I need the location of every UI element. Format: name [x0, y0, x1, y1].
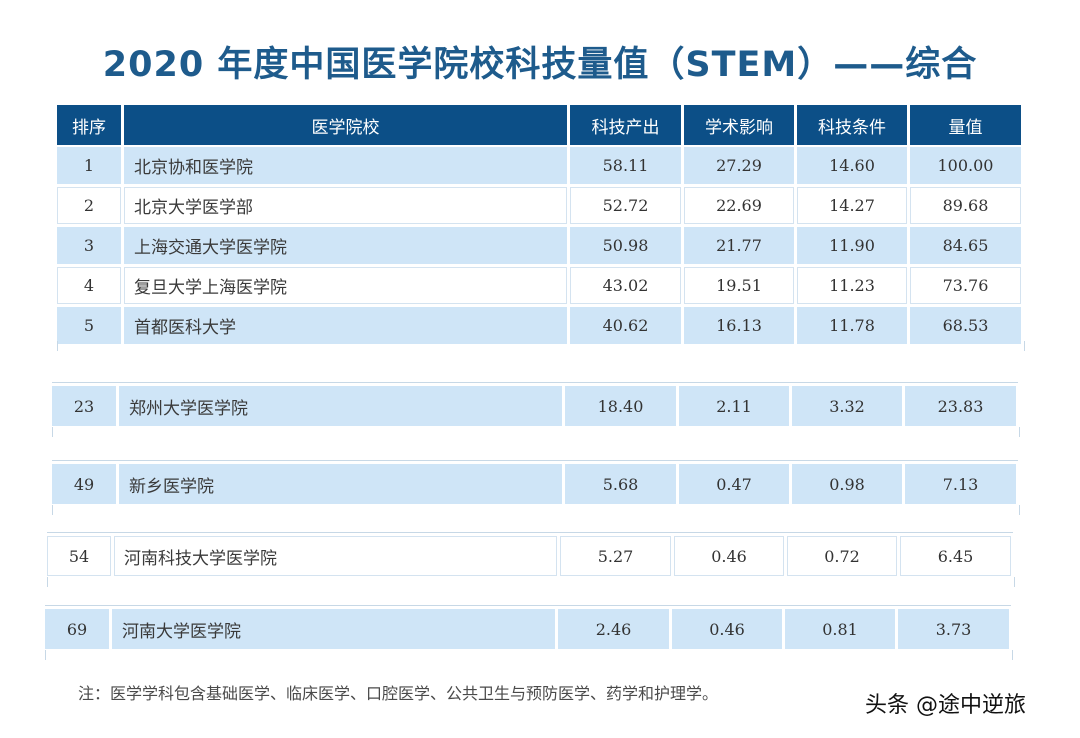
- column-header-output: 科技产出: [570, 105, 681, 145]
- conditions-cell: 0.98: [792, 464, 902, 504]
- output-cell: 52.72: [570, 187, 681, 224]
- rank-cell: 54: [47, 536, 111, 576]
- table-row: 49 新乡医学院 5.68 0.47 0.98 7.13: [52, 464, 1018, 504]
- school-cell: 河南科技大学医学院: [114, 536, 557, 576]
- impact-cell: 27.29: [684, 147, 794, 184]
- impact-cell: 22.69: [684, 187, 794, 224]
- conditions-cell: 14.27: [797, 187, 907, 224]
- output-cell: 18.40: [565, 386, 676, 426]
- conditions-cell: 14.60: [797, 147, 907, 184]
- impact-cell: 16.13: [684, 307, 794, 344]
- divider: [47, 532, 1013, 541]
- impact-cell: 0.46: [672, 609, 782, 649]
- table-header: 排序 医学院校 科技产出 学术影响 科技条件 量值: [57, 105, 1023, 145]
- value-cell: 89.68: [910, 187, 1021, 224]
- table-fragment: 54 河南科技大学医学院 5.27 0.46 0.72 6.45: [47, 536, 1013, 576]
- value-cell: 100.00: [910, 147, 1021, 184]
- value-cell: 73.76: [910, 267, 1021, 304]
- output-cell: 43.02: [570, 267, 681, 304]
- table-fragment: 49 新乡医学院 5.68 0.47 0.98 7.13: [52, 464, 1018, 504]
- impact-cell: 0.46: [674, 536, 784, 576]
- divider: [45, 605, 1011, 614]
- watermark: 头条 @途中逆旅: [865, 693, 1026, 718]
- output-cell: 5.68: [565, 464, 676, 504]
- rank-cell: 2: [57, 187, 121, 224]
- rank-cell: 23: [52, 386, 116, 426]
- table-edge: [57, 341, 1025, 351]
- rank-cell: 1: [57, 147, 121, 184]
- school-cell: 北京协和医学院: [124, 147, 567, 184]
- rank-cell: 5: [57, 307, 121, 344]
- value-cell: 6.45: [900, 536, 1011, 576]
- output-cell: 50.98: [570, 227, 681, 264]
- school-cell: 复旦大学上海医学院: [124, 267, 567, 304]
- column-header-impact: 学术影响: [684, 105, 794, 145]
- table-edge: [52, 505, 1020, 515]
- value-cell: 7.13: [905, 464, 1016, 504]
- conditions-cell: 11.90: [797, 227, 907, 264]
- rank-cell: 69: [45, 609, 109, 649]
- conditions-cell: 0.72: [787, 536, 897, 576]
- table-edge: [52, 427, 1020, 437]
- table-fragment: 23 郑州大学医学院 18.40 2.11 3.32 23.83: [52, 386, 1018, 426]
- rank-cell: 4: [57, 267, 121, 304]
- divider: [52, 460, 1018, 469]
- output-cell: 2.46: [558, 609, 669, 649]
- conditions-cell: 11.78: [797, 307, 907, 344]
- output-cell: 58.11: [570, 147, 681, 184]
- school-cell: 首都医科大学: [124, 307, 567, 344]
- output-cell: 5.27: [560, 536, 671, 576]
- table-row: 69 河南大学医学院 2.46 0.46 0.81 3.73: [45, 609, 1011, 649]
- output-cell: 40.62: [570, 307, 681, 344]
- school-cell: 上海交通大学医学院: [124, 227, 567, 264]
- table-edge: [47, 577, 1015, 587]
- column-header-school: 医学院校: [124, 105, 567, 145]
- conditions-cell: 3.32: [792, 386, 902, 426]
- table-body-top: 1 北京协和医学院 58.11 27.29 14.60 100.00 2 北京大…: [57, 147, 1023, 344]
- divider: [52, 382, 1018, 391]
- school-cell: 新乡医学院: [119, 464, 562, 504]
- table-edge: [45, 650, 1013, 660]
- impact-cell: 0.47: [679, 464, 789, 504]
- column-header-value: 量值: [910, 105, 1021, 145]
- value-cell: 3.73: [898, 609, 1009, 649]
- impact-cell: 2.11: [679, 386, 789, 426]
- table-fragment: 69 河南大学医学院 2.46 0.46 0.81 3.73: [45, 609, 1011, 649]
- footnote: 注：医学学科包含基础医学、临床医学、口腔医学、公共卫生与预防医学、药学和护理学。: [78, 684, 719, 703]
- column-header-conditions: 科技条件: [797, 105, 907, 145]
- page-title: 2020 年度中国医学院校科技量值（STEM）——综合: [102, 45, 978, 85]
- school-cell: 郑州大学医学院: [119, 386, 562, 426]
- value-cell: 84.65: [910, 227, 1021, 264]
- table-row: 23 郑州大学医学院 18.40 2.11 3.32 23.83: [52, 386, 1018, 426]
- value-cell: 68.53: [910, 307, 1021, 344]
- impact-cell: 21.77: [684, 227, 794, 264]
- school-cell: 北京大学医学部: [124, 187, 567, 224]
- school-cell: 河南大学医学院: [112, 609, 555, 649]
- rank-cell: 3: [57, 227, 121, 264]
- conditions-cell: 0.81: [785, 609, 895, 649]
- table-row: 54 河南科技大学医学院 5.27 0.46 0.72 6.45: [47, 536, 1013, 576]
- rank-cell: 49: [52, 464, 116, 504]
- value-cell: 23.83: [905, 386, 1016, 426]
- conditions-cell: 11.23: [797, 267, 907, 304]
- impact-cell: 19.51: [684, 267, 794, 304]
- column-header-rank: 排序: [57, 105, 121, 145]
